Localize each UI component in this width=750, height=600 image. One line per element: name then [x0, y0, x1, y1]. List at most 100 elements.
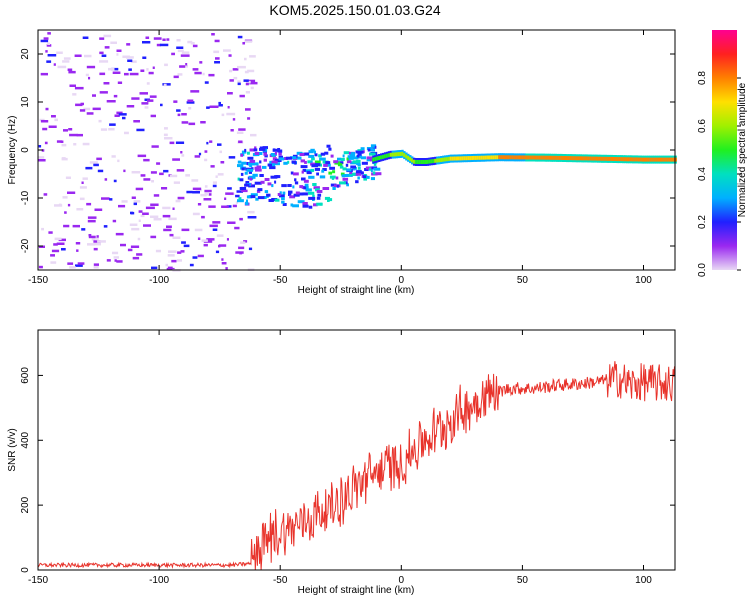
- heatmap-cell: [218, 101, 221, 105]
- heatmap-cell: [308, 154, 315, 158]
- heatmap-cell: [166, 225, 172, 228]
- y-tick-label: 20: [20, 48, 31, 60]
- heatmap-cell: [227, 187, 232, 190]
- heatmap-cell: [350, 165, 356, 169]
- heatmap-cell: [301, 177, 306, 181]
- heatmap-cell: [56, 242, 65, 245]
- heatmap-cell: [416, 160, 420, 164]
- heatmap-cell: [131, 97, 140, 100]
- heatmap-cell: [87, 216, 97, 219]
- snr-background: [38, 330, 675, 570]
- heatmap-cell: [585, 156, 588, 161]
- heatmap-cell: [254, 146, 257, 150]
- heatmap-cell: [239, 217, 243, 221]
- heatmap-cell: [221, 113, 225, 117]
- heatmap-cell: [641, 157, 644, 162]
- heatmap-cell: [300, 165, 308, 169]
- heatmap-cell: [267, 182, 272, 186]
- heatmap-cell: [152, 66, 155, 69]
- heatmap-cell: [237, 65, 246, 69]
- heatmap-cell: [153, 37, 162, 40]
- heatmap-cell: [380, 155, 383, 160]
- heatmap-cell: [161, 187, 168, 190]
- heatmap-cell: [504, 155, 507, 160]
- heatmap-cell: [438, 158, 441, 163]
- heatmap-cell: [352, 156, 359, 160]
- heatmap-cell: [235, 194, 240, 198]
- heatmap-cell: [529, 155, 532, 160]
- heatmap-cell: [422, 160, 425, 164]
- heatmap-cell: [558, 155, 561, 160]
- heatmap-cell: [241, 167, 245, 171]
- heatmap-cell: [420, 160, 424, 164]
- heatmap-cell: [535, 155, 538, 160]
- heatmap-cell: [188, 107, 192, 110]
- heatmap-cell: [180, 54, 190, 57]
- heatmap-cell: [307, 160, 311, 164]
- heatmap-cell: [201, 239, 208, 242]
- heatmap-cell: [197, 203, 202, 206]
- heatmap-cell: [517, 155, 520, 160]
- heatmap-cell: [215, 175, 218, 178]
- heatmap-cell: [271, 184, 274, 188]
- heatmap-cell: [544, 155, 548, 160]
- heatmap-cell: [61, 157, 68, 161]
- x-tick-label: 0: [399, 275, 405, 286]
- heatmap-cell: [176, 46, 184, 49]
- heatmap-cell: [313, 186, 320, 190]
- heatmap-cell: [68, 70, 76, 74]
- heatmap-cell: [293, 172, 299, 176]
- heatmap-cell: [387, 153, 391, 158]
- heatmap-cell: [181, 241, 186, 244]
- heatmap-cell: [45, 50, 48, 53]
- heatmap-cell: [263, 158, 267, 162]
- heatmap-cell: [85, 73, 89, 77]
- heatmap-cell: [67, 191, 76, 194]
- heatmap-cell: [546, 155, 549, 160]
- heatmap-cell: [622, 157, 625, 162]
- heatmap-cell: [250, 86, 254, 90]
- heatmap-cell: [176, 39, 181, 42]
- heatmap-cell: [93, 242, 101, 246]
- heatmap-cell: [352, 160, 359, 164]
- heatmap-cell: [167, 266, 173, 270]
- heatmap-cell: [312, 183, 317, 186]
- heatmap-cell: [262, 165, 267, 169]
- heatmap-cell: [104, 46, 110, 49]
- heatmap-cell: [140, 214, 145, 218]
- heatmap-cell: [175, 199, 181, 203]
- heatmap-cell: [117, 159, 120, 163]
- heatmap-cell: [657, 157, 660, 162]
- heatmap-cell: [94, 208, 103, 211]
- heatmap-cell: [79, 109, 86, 112]
- heatmap-cell: [60, 140, 64, 143]
- heatmap-cell: [79, 197, 85, 201]
- heatmap-cell: [633, 157, 637, 162]
- chart-title: KOM5.2025.150.01.03.G24: [269, 2, 440, 18]
- heatmap-cell: [602, 156, 606, 161]
- heatmap-cell: [474, 155, 478, 160]
- heatmap-cell: [303, 179, 309, 183]
- heatmap-cell: [140, 69, 145, 72]
- heatmap-cell: [221, 205, 229, 208]
- heatmap-cell: [455, 156, 458, 161]
- heatmap-cell: [432, 159, 435, 164]
- heatmap-cell: [316, 190, 323, 193]
- heatmap-cell: [171, 259, 177, 263]
- heatmap-cell: [216, 234, 224, 237]
- heatmap-cell: [64, 211, 67, 214]
- heatmap-cell: [478, 155, 482, 160]
- y-tick-label: -10: [20, 190, 31, 205]
- heatmap-cell: [365, 175, 370, 179]
- heatmap-cell: [244, 40, 253, 43]
- heatmap-cell: [635, 157, 639, 162]
- heatmap-cell: [236, 131, 244, 134]
- heatmap-cell: [629, 157, 633, 162]
- heatmap-cell: [232, 204, 237, 208]
- heatmap-cell: [96, 235, 99, 238]
- heatmap-cell: [40, 120, 49, 123]
- heatmap-cell: [241, 150, 247, 154]
- heatmap-cell: [112, 219, 117, 223]
- colorbar-tick-label: 0.0: [697, 263, 708, 277]
- spectrogram-x-ticks: -150 -100 -50 0 50 100: [28, 30, 652, 286]
